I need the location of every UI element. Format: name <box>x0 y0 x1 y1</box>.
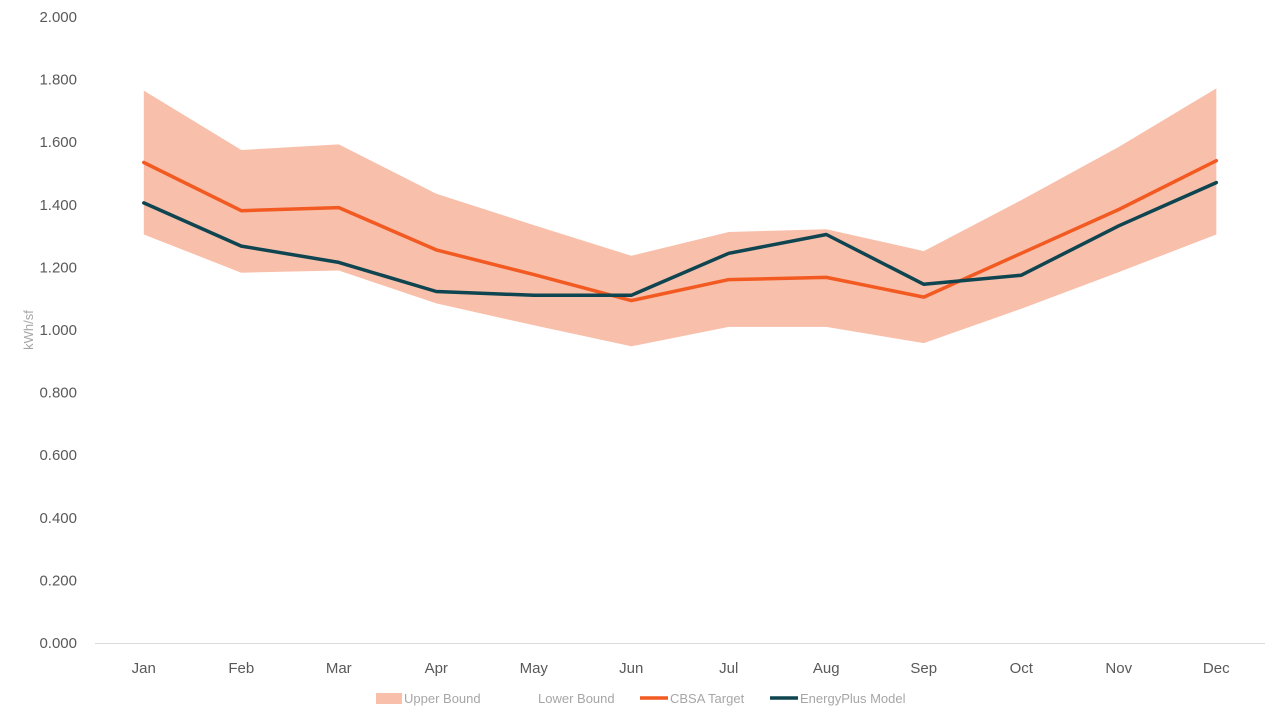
x-tick-label: May <box>520 660 549 677</box>
y-tick-label: 0.600 <box>39 447 77 464</box>
upper-lower-bound-band <box>143 88 1217 347</box>
y-tick-label: 1.600 <box>39 134 77 151</box>
y-tick-label: 1.800 <box>39 72 77 89</box>
y-tick-label: 0.400 <box>39 510 77 527</box>
legend-swatch-lower-bound <box>510 693 536 704</box>
series-line-cbsa-target <box>142 158 1219 303</box>
legend-label-cbsa-target: CBSA Target <box>670 691 745 706</box>
series-lines-layer <box>142 158 1219 303</box>
x-tick-label: Feb <box>228 660 254 677</box>
legend-swatch-upper-bound <box>376 693 402 704</box>
x-tick-label: Mar <box>326 660 352 677</box>
bound-band-layer <box>143 88 1217 347</box>
legend-label-energyplus-model: EnergyPlus Model <box>800 691 906 706</box>
y-tick-label: 1.000 <box>39 322 77 339</box>
x-tick-label: Jan <box>132 660 156 677</box>
legend-label-lower-bound: Lower Bound <box>538 691 615 706</box>
x-tick-label: Apr <box>425 660 448 677</box>
y-axis-title: kWh/sf <box>21 310 36 350</box>
x-tick-label: Nov <box>1105 660 1132 677</box>
x-tick-labels: Jan Feb Mar Apr May Jun Jul Aug Sep Oct Nov Dec <box>132 660 1230 677</box>
y-tick-label: 1.400 <box>39 197 77 214</box>
x-tick-label: Dec <box>1203 660 1230 677</box>
legend: Upper Bound Lower Bound CBSA Target EnergyP… <box>376 691 906 706</box>
y-tick-label: 0.200 <box>39 572 77 589</box>
y-tick-label: 1.200 <box>39 259 77 276</box>
y-tick-label: 0.000 <box>39 635 77 652</box>
y-tick-label: 2.000 <box>39 9 77 26</box>
x-tick-label: Aug <box>813 660 840 677</box>
y-tick-label: 0.800 <box>39 385 77 402</box>
x-tick-label: Sep <box>910 660 937 677</box>
x-tick-label: Jun <box>619 660 643 677</box>
x-tick-label: Jul <box>719 660 738 677</box>
legend-label-upper-bound: Upper Bound <box>404 691 481 706</box>
x-tick-label: Oct <box>1010 660 1034 677</box>
series-line-energyplus-model <box>142 180 1219 298</box>
y-tick-labels: 0.000 0.200 0.400 0.600 0.800 1.000 1.200 1.400… <box>39 9 77 652</box>
